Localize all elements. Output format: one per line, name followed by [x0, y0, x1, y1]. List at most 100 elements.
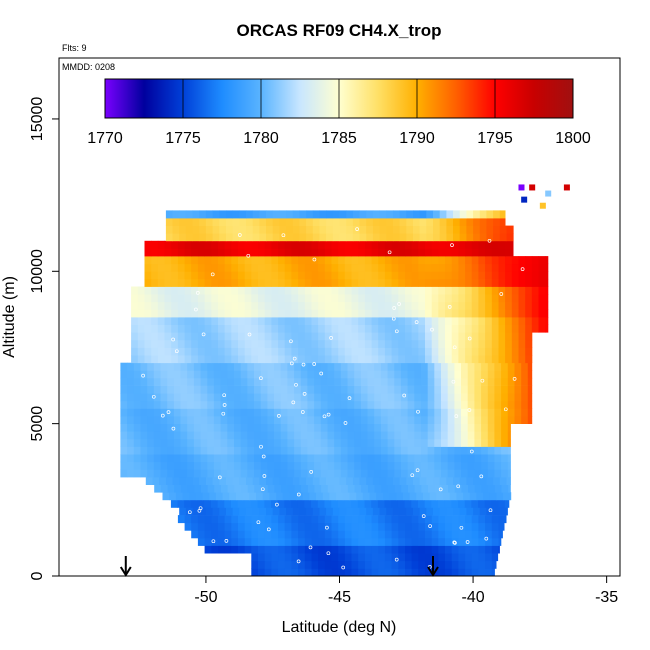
y-axis-label: Altitude (m): [1, 276, 18, 358]
y-tick-label-3: 15000: [29, 97, 46, 142]
chart-title: ORCAS RF09 CH4.X_trop: [237, 21, 442, 40]
sample-points: [141, 227, 525, 570]
sample-point: [421, 514, 426, 518]
isolated-cell-2: [545, 190, 552, 197]
sample-point: [469, 449, 474, 454]
sample-point: [171, 426, 176, 431]
colorbar-tick-label-6: 1800: [555, 130, 591, 147]
sample-point: [224, 539, 229, 543]
x-axis-label: Latitude (deg N): [282, 619, 397, 636]
sample-point: [467, 336, 472, 341]
sample-point: [392, 306, 397, 310]
sample-point: [296, 559, 301, 564]
sample-point: [277, 414, 281, 418]
sample-point: [171, 337, 175, 342]
sample-point: [222, 393, 227, 398]
sample-point: [197, 508, 202, 513]
sample-point: [414, 320, 419, 324]
sample-point: [326, 412, 331, 417]
sample-point: [326, 551, 331, 556]
sample-point: [402, 393, 407, 398]
sample-point: [174, 349, 179, 354]
sample-point: [294, 382, 298, 387]
sample-point: [453, 541, 457, 545]
sample-point: [308, 545, 313, 550]
colorbar-tick-label-2: 1780: [243, 130, 279, 147]
sample-point: [261, 454, 266, 459]
sample-point: [430, 327, 434, 332]
y-tick-label-1: 5000: [29, 406, 46, 442]
sample-point: [415, 468, 420, 473]
sample-point: [211, 539, 216, 544]
sample-point: [387, 250, 392, 255]
sample-point: [194, 307, 198, 312]
sample-point: [281, 233, 286, 238]
x-axis: -50 -45 -40 -35: [194, 576, 618, 606]
sample-point: [302, 392, 307, 396]
sample-point: [451, 379, 456, 384]
sample-point: [247, 332, 252, 337]
x-tick-label-3: -35: [595, 589, 618, 606]
sample-point: [488, 508, 493, 513]
sample-point: [256, 520, 261, 525]
sample-point: [166, 410, 171, 414]
x-tick-label-1: -45: [328, 589, 351, 606]
sample-point: [262, 474, 267, 478]
sample-point: [499, 292, 504, 296]
sample-point: [195, 291, 200, 295]
sample-point: [275, 502, 279, 507]
down-arrow-icon: [427, 556, 439, 577]
markers: [119, 556, 439, 577]
sample-point: [289, 361, 294, 366]
sample-point: [309, 470, 314, 474]
sample-point: [520, 267, 525, 271]
y-tick-label-0: 0: [29, 571, 46, 580]
sample-point: [355, 227, 359, 231]
sample-point: [487, 238, 492, 243]
sample-point: [217, 475, 222, 480]
sample-point: [151, 394, 156, 399]
sample-point: [312, 362, 317, 366]
sample-point: [343, 421, 348, 425]
colorbar-tick-label-1: 1775: [165, 130, 201, 147]
sample-point: [428, 524, 432, 528]
flights-label: Flts: 9: [62, 43, 87, 53]
sample-point: [160, 413, 165, 418]
sample-point: [452, 345, 457, 350]
sample-point: [296, 492, 301, 497]
sample-point: [289, 339, 293, 344]
sample-point: [347, 396, 352, 400]
isolated-cell-5: [539, 202, 546, 209]
colorbar: 1770 1775 1780 1785 1790 1795 1800: [87, 78, 591, 147]
isolated-cell-1: [529, 184, 536, 191]
y-axis: 0 5000 10000 15000: [29, 97, 59, 580]
colorbar-tick-label-3: 1785: [321, 130, 357, 147]
sample-point: [459, 525, 464, 530]
colorbar-tick-label-4: 1790: [399, 130, 435, 147]
sample-point: [512, 377, 517, 381]
colorbar-tick-label-5: 1795: [477, 130, 513, 147]
x-tick-label-2: -40: [462, 589, 485, 606]
sample-point: [479, 474, 484, 479]
sample-point: [187, 510, 192, 515]
sample-point: [246, 253, 251, 258]
sample-point: [410, 473, 415, 478]
sample-point: [291, 400, 296, 405]
sample-point: [259, 376, 263, 381]
sample-point: [312, 257, 317, 262]
sample-point: [467, 408, 472, 412]
down-arrow-icon: [119, 556, 132, 577]
y-tick-label-2: 10000: [29, 249, 46, 294]
sample-point: [456, 484, 461, 489]
sample-point: [325, 525, 329, 530]
sample-point: [292, 356, 297, 361]
sample-point: [465, 540, 470, 544]
sample-point: [341, 565, 346, 570]
sample-point: [319, 371, 324, 376]
sample-point: [484, 536, 489, 541]
sample-point: [210, 272, 215, 277]
sample-point: [447, 305, 452, 309]
sample-point: [391, 316, 396, 321]
sample-point: [266, 527, 271, 532]
